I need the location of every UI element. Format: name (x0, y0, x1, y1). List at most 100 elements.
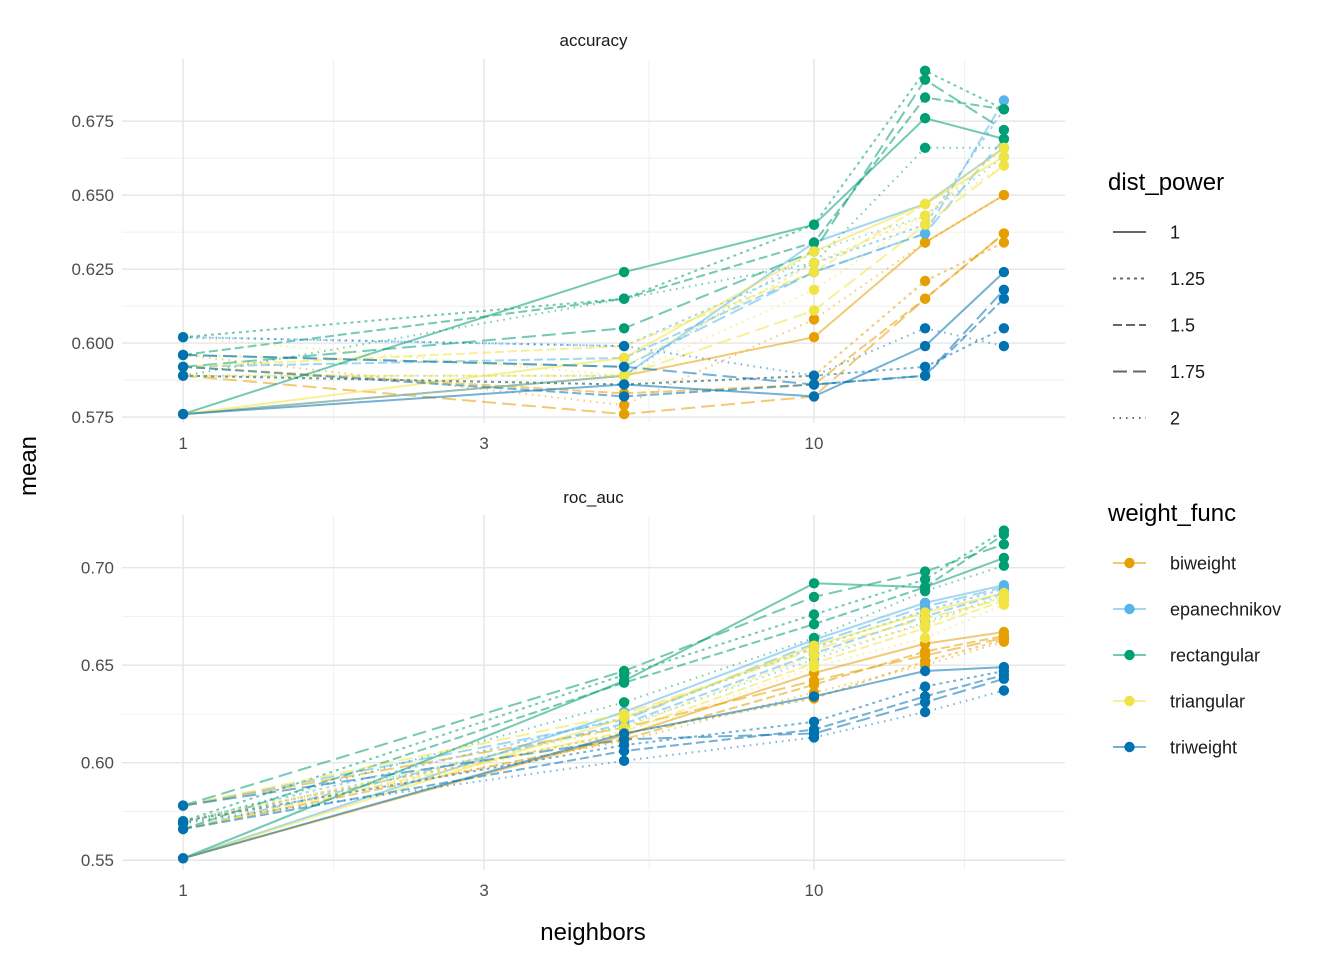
data-point-triweight (177, 370, 189, 381)
panel-title: roc_auc (563, 488, 624, 507)
series-line-biweight-1.5 (182, 634, 1005, 830)
data-point-rectangular (998, 552, 1010, 564)
data-point-biweight (998, 237, 1010, 248)
data-point-biweight (618, 400, 630, 411)
data-point-triangular (808, 246, 820, 257)
data-point-rectangular (919, 113, 931, 124)
data-point-biweight (618, 408, 630, 420)
data-point-triweight (177, 332, 189, 343)
series-line-rectangular-1.75 (182, 543, 1005, 807)
series-line-biweight-2 (182, 640, 1005, 825)
data-point-rectangular (808, 632, 820, 644)
series-line-triangular-1.25 (183, 147, 1005, 368)
legend-label: epanechnikov (1170, 600, 1281, 620)
data-point-rectangular (919, 142, 931, 153)
legend-dist-power-title: dist_power (1108, 169, 1224, 196)
panel-roc_auc: 0.55 0.60 0.65 0.70 1 3 10 roc_auc (81, 488, 1065, 900)
data-point-rectangular (808, 609, 820, 620)
data-point-triangular (808, 644, 820, 655)
data-point-triweight (998, 323, 1010, 334)
data-point-biweight (919, 275, 931, 287)
data-point-biweight (998, 636, 1010, 647)
data-point-epanechnikov (998, 95, 1010, 106)
data-point-triweight (919, 706, 931, 718)
data-point-triangular (998, 599, 1010, 610)
legend-key-point (1124, 695, 1135, 707)
data-point-rectangular (618, 665, 630, 677)
data-point-triweight (177, 361, 189, 372)
data-point-triangular (919, 198, 931, 210)
data-point-rectangular (919, 574, 931, 585)
data-point-triweight (998, 284, 1010, 295)
data-point-rectangular (919, 585, 931, 597)
data-point-rectangular (919, 74, 931, 85)
data-point-triweight (177, 408, 189, 420)
data-point-triangular (998, 160, 1010, 171)
y-tick-label: 0.65 (81, 656, 114, 675)
data-point-triangular (998, 142, 1010, 153)
panel-title: accuracy (559, 31, 628, 50)
data-point-rectangular (618, 266, 630, 278)
data-point-rectangular (618, 323, 630, 334)
legend-label: 1.25 (1170, 269, 1205, 289)
data-point-triweight (618, 745, 630, 757)
legend-weight-func: weight_func biweight epanechnikov rectangu… (1107, 500, 1281, 758)
data-point-rectangular (808, 578, 820, 589)
legend-weight-func-title: weight_func (1107, 500, 1236, 527)
data-point-rectangular (998, 124, 1010, 136)
series-points (177, 525, 1010, 864)
data-point-triweight (919, 697, 931, 708)
legend-key-point (1124, 649, 1135, 661)
series-line-triangular-1.75 (183, 164, 1005, 377)
data-point-triangular (919, 219, 931, 230)
series-line-rectangular-1.25 (182, 529, 1005, 823)
data-point-biweight (919, 237, 931, 248)
y-tick-label: 0.625 (71, 260, 114, 279)
data-point-triweight (808, 691, 820, 702)
series-lines (182, 529, 1005, 860)
data-point-triweight (177, 349, 189, 361)
data-point-triangular (919, 210, 931, 221)
y-tick-label: 0.70 (81, 559, 114, 578)
data-point-triweight (808, 370, 820, 381)
data-point-rectangular (618, 293, 630, 304)
data-point-rectangular (998, 529, 1010, 540)
data-point-triweight (998, 340, 1010, 352)
data-point-triweight (618, 391, 630, 402)
data-point-triangular (618, 708, 630, 720)
data-point-triweight (808, 391, 820, 402)
data-point-triangular (919, 613, 931, 624)
series-line-epanechnikov-1.5 (182, 592, 1005, 830)
x-tick-label: 10 (805, 881, 824, 900)
series-line-epanechnikov-1.75 (182, 586, 1005, 807)
data-point-rectangular (919, 65, 931, 77)
data-point-rectangular (998, 539, 1010, 550)
data-point-biweight (808, 675, 820, 686)
data-point-triweight (618, 379, 630, 390)
series-line-rectangular-1.5 (182, 96, 1005, 356)
legend-label: rectangular (1170, 646, 1260, 666)
data-point-biweight (998, 189, 1010, 201)
data-point-epanechnikov (919, 228, 931, 239)
series-line-epanechnikov-1.5 (183, 99, 1005, 368)
data-point-triangular (808, 284, 820, 295)
data-point-triangular (618, 370, 630, 381)
y-tick-label: 0.675 (71, 112, 114, 131)
legend-label: triweight (1170, 738, 1237, 758)
data-point-triweight (919, 665, 931, 677)
data-point-triweight (618, 755, 630, 766)
x-tick-label: 1 (178, 881, 187, 900)
y-axis-title: mean (15, 436, 42, 496)
data-point-biweight (808, 332, 820, 343)
series-line-triangular-2 (183, 164, 1005, 377)
data-point-triweight (998, 685, 1010, 696)
data-point-triangular (618, 352, 630, 364)
data-point-triweight (177, 818, 189, 829)
data-point-triangular (808, 266, 820, 278)
data-point-triangular (808, 258, 820, 269)
legend-label: 1 (1170, 223, 1180, 243)
legend-label: biweight (1170, 554, 1236, 574)
data-point-triweight (919, 361, 931, 372)
